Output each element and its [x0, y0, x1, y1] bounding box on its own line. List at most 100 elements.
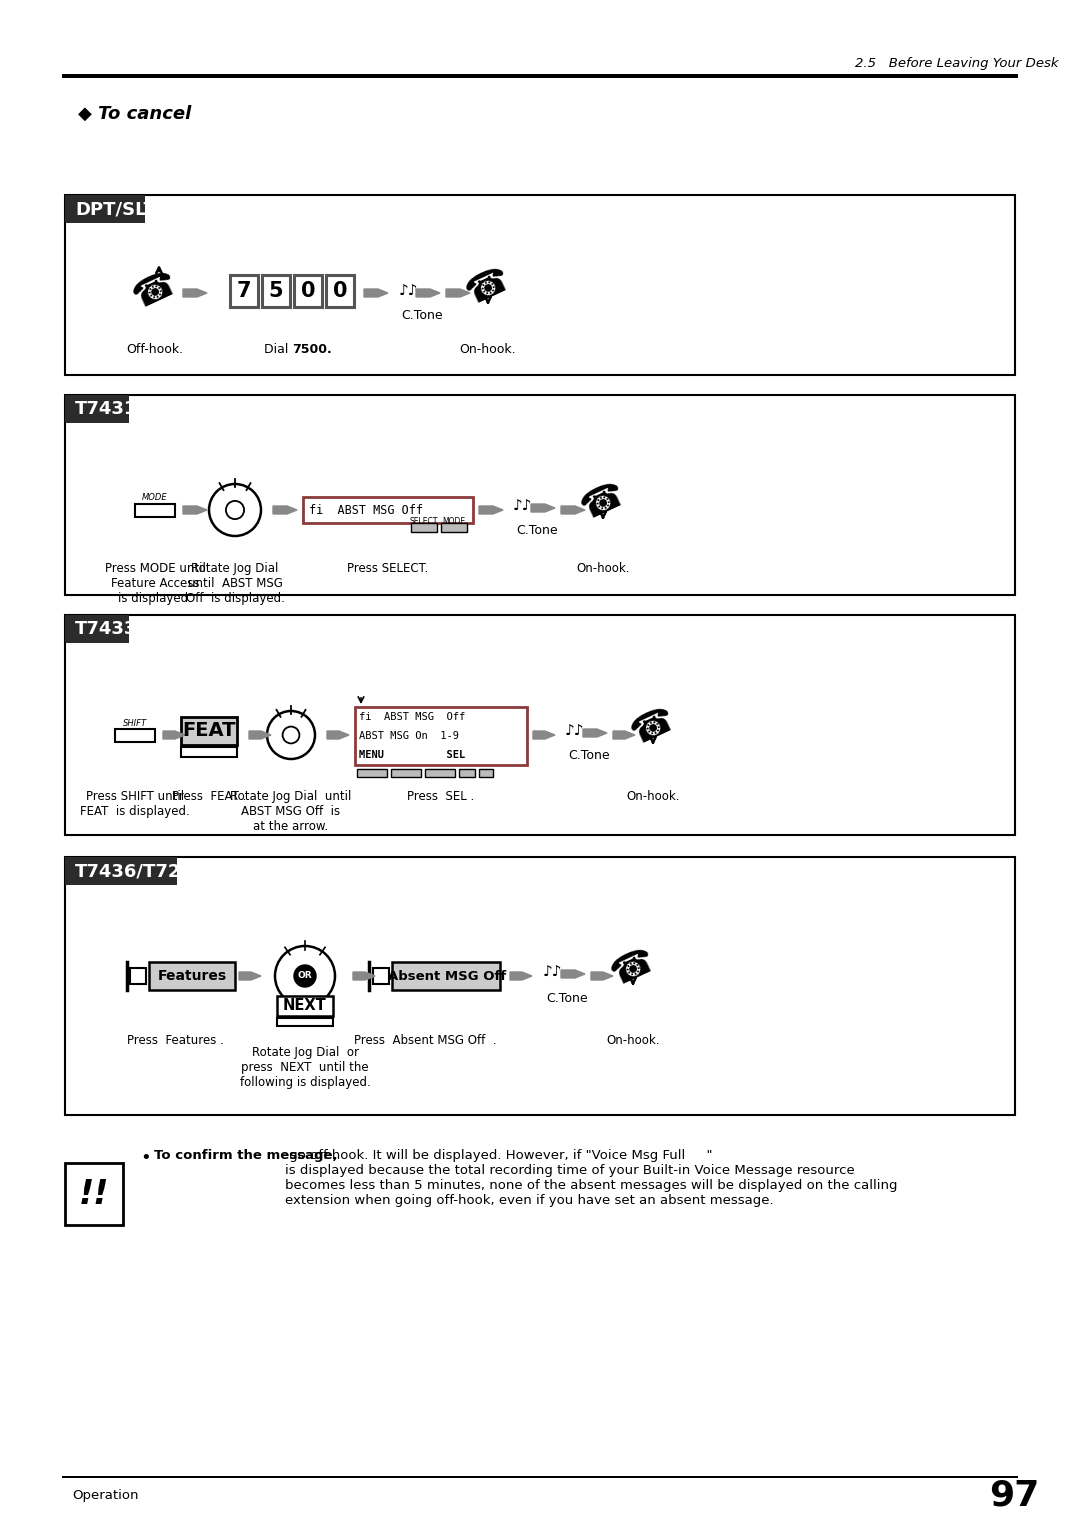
Text: SHIFT: SHIFT [123, 718, 147, 727]
Text: Off-hook.: Off-hook. [126, 342, 184, 356]
Text: ◆ To cancel: ◆ To cancel [78, 105, 191, 122]
Bar [294, 275, 322, 307]
Text: go off-hook. It will be displayed. However, if "Voice Msg Full     "
is displaye: go off-hook. It will be displayed. Howev… [285, 1149, 897, 1207]
Bar [65, 614, 1015, 834]
Bar [65, 857, 177, 885]
Text: •: • [140, 1149, 151, 1167]
Text: To confirm the message,: To confirm the message, [154, 1149, 338, 1161]
Bar [62, 73, 1018, 78]
Polygon shape [480, 506, 503, 513]
Text: 97: 97 [989, 1479, 1039, 1513]
Polygon shape [534, 730, 555, 740]
Text: ☎: ☎ [576, 477, 631, 526]
Text: Press SHIFT until
FEAT  is displayed.: Press SHIFT until FEAT is displayed. [80, 790, 190, 817]
Polygon shape [327, 730, 349, 740]
Text: C.Tone: C.Tone [516, 524, 557, 536]
Text: SELECT: SELECT [409, 518, 438, 527]
Bar [135, 504, 175, 516]
Text: Press  SEL .: Press SEL . [407, 790, 474, 804]
Text: ABST MSG On  1-9: ABST MSG On 1-9 [359, 730, 459, 741]
Text: 2.5   Before Leaving Your Desk: 2.5 Before Leaving Your Desk [855, 58, 1058, 70]
Bar [411, 523, 437, 532]
Bar [441, 523, 467, 532]
Text: FEAT: FEAT [183, 721, 235, 741]
Bar [392, 963, 500, 990]
Text: C.Tone: C.Tone [546, 992, 588, 1005]
Bar [373, 969, 389, 984]
Text: ☎: ☎ [127, 264, 183, 315]
Bar [65, 396, 129, 423]
Bar [459, 769, 475, 778]
Polygon shape [583, 729, 607, 736]
Text: 0: 0 [300, 281, 315, 301]
Bar [181, 717, 237, 746]
Text: ☎: ☎ [460, 261, 515, 310]
Text: Dial: Dial [264, 342, 292, 356]
Bar [62, 1476, 1018, 1478]
Text: OR: OR [298, 972, 312, 981]
Text: On-hook.: On-hook. [626, 790, 679, 804]
Text: NEXT: NEXT [283, 998, 327, 1013]
Bar [276, 996, 333, 1016]
Bar [480, 769, 492, 778]
Bar [391, 769, 421, 778]
Text: Rotate Jog Dial  until
ABST MSG Off  is
at the arrow.: Rotate Jog Dial until ABST MSG Off is at… [230, 790, 352, 833]
Polygon shape [561, 970, 585, 978]
Text: 7: 7 [237, 281, 252, 301]
Polygon shape [163, 730, 185, 740]
Bar [303, 497, 473, 523]
Polygon shape [416, 289, 440, 296]
Bar [326, 275, 354, 307]
Text: 7500.: 7500. [292, 342, 332, 356]
Bar [65, 857, 1015, 1115]
Text: Press SELECT.: Press SELECT. [348, 562, 429, 575]
Polygon shape [591, 972, 613, 979]
Text: MODE: MODE [143, 494, 167, 503]
Polygon shape [446, 289, 470, 296]
Polygon shape [561, 506, 585, 513]
Text: On-hook.: On-hook. [577, 562, 630, 575]
Text: Press  Features .: Press Features . [126, 1034, 224, 1047]
Text: Operation: Operation [72, 1488, 138, 1502]
Text: Press  FEAT .: Press FEAT . [172, 790, 246, 804]
Bar [149, 963, 235, 990]
Bar [355, 707, 527, 766]
Polygon shape [249, 730, 271, 740]
Polygon shape [239, 972, 261, 979]
Polygon shape [353, 972, 375, 979]
Polygon shape [183, 506, 207, 513]
Bar [130, 969, 146, 984]
Bar [114, 729, 156, 741]
Polygon shape [273, 506, 297, 513]
Polygon shape [364, 289, 388, 296]
Text: On-hook.: On-hook. [460, 342, 516, 356]
Text: 5: 5 [269, 281, 283, 301]
Text: Absent MSG Off: Absent MSG Off [388, 969, 507, 983]
Bar [230, 275, 258, 307]
Text: T7431: T7431 [75, 400, 137, 419]
Text: ☎: ☎ [606, 943, 661, 992]
Bar [357, 769, 387, 778]
Text: Rotate Jog Dial
until  ABST MSG
Off  is displayed.: Rotate Jog Dial until ABST MSG Off is di… [186, 562, 284, 605]
Text: 0: 0 [333, 281, 348, 301]
Text: fi  ABST MSG Off: fi ABST MSG Off [309, 504, 423, 516]
Bar [276, 1018, 333, 1025]
Text: MODE: MODE [443, 518, 465, 527]
Text: fi  ABST MSG  Off: fi ABST MSG Off [359, 712, 465, 721]
Text: ☎: ☎ [625, 701, 680, 750]
Text: Press MODE until
Feature Access
is displayed.: Press MODE until Feature Access is displ… [105, 562, 205, 605]
Circle shape [294, 966, 316, 987]
Polygon shape [510, 972, 532, 979]
Text: ♪♪: ♪♪ [543, 964, 563, 979]
Text: Press  Absent MSG Off  .: Press Absent MSG Off . [354, 1034, 496, 1047]
Text: MENU          SEL: MENU SEL [359, 750, 465, 761]
Polygon shape [183, 289, 207, 296]
Text: ♪♪: ♪♪ [399, 284, 418, 298]
Polygon shape [613, 730, 635, 740]
Text: DPT/SLT: DPT/SLT [75, 200, 156, 219]
Text: ♪♪: ♪♪ [565, 723, 584, 738]
Text: C.Tone: C.Tone [401, 309, 443, 322]
Text: T7436/T7235: T7436/T7235 [75, 862, 206, 880]
Text: ♪♪: ♪♪ [513, 498, 532, 513]
Text: T7433: T7433 [75, 620, 137, 639]
